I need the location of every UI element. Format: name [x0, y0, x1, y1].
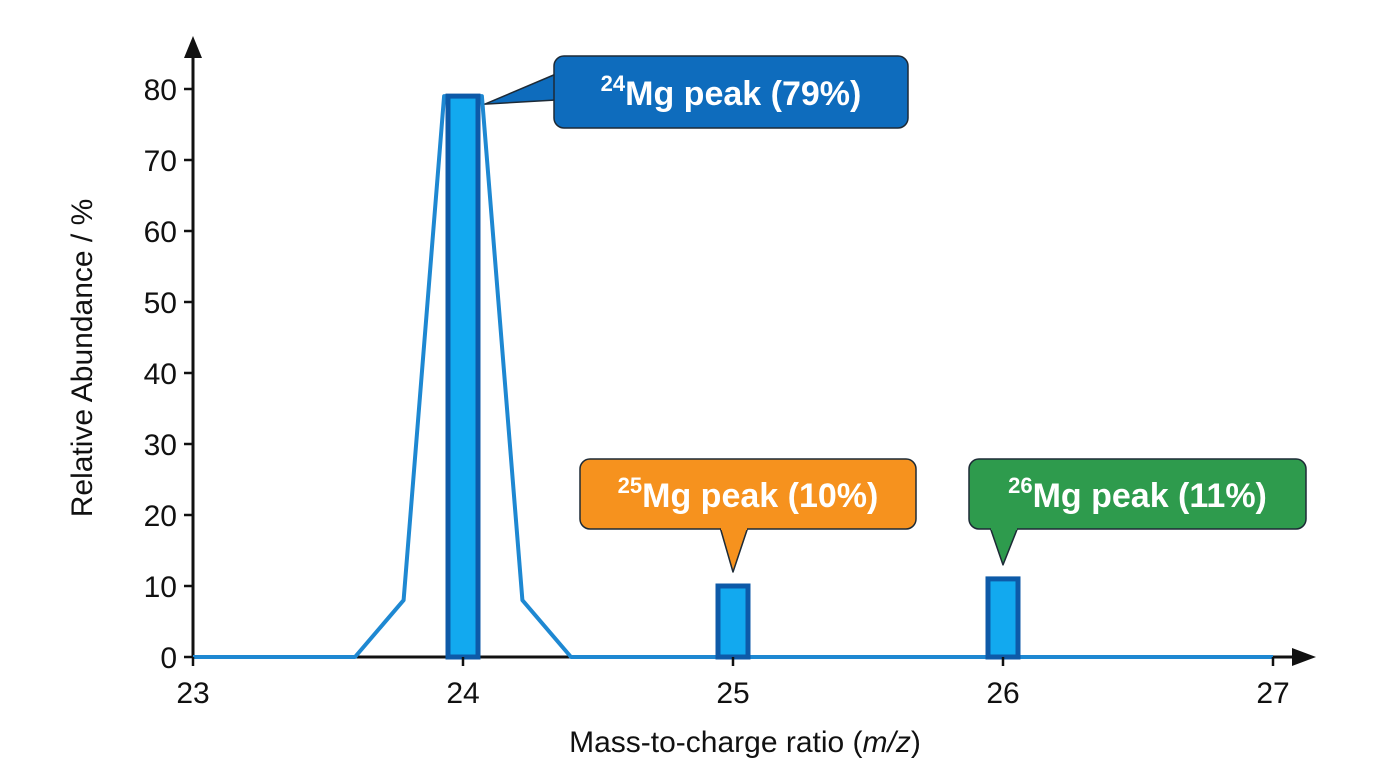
- y-tick-label: 70: [144, 145, 177, 178]
- y-tick-label: 10: [144, 571, 177, 604]
- y-tick-label: 60: [144, 216, 177, 249]
- x-axis-title: Mass-to-charge ratio (m/z): [569, 726, 921, 759]
- callout-pointer: [719, 526, 749, 573]
- trace-layer: [193, 94, 1273, 659]
- bar-mz-25: [715, 583, 751, 660]
- callout-label: 25Mg peak (10%): [618, 473, 879, 515]
- callout-label: 26Mg peak (11%): [1008, 473, 1267, 515]
- callout-pointer: [484, 73, 557, 105]
- callout-26mg: 26Mg peak (11%): [968, 458, 1307, 566]
- y-tick-label: 40: [144, 358, 177, 391]
- callout-text: Mg peak (10%): [642, 477, 878, 515]
- x-axis-title-italic: m/z: [863, 726, 911, 759]
- x-axis-arrow: [1292, 648, 1316, 666]
- bar-mz-26: [985, 576, 1021, 660]
- x-tick-label: 23: [176, 677, 209, 710]
- x-tick-label: 27: [1256, 677, 1289, 710]
- callout-text: Mg peak (79%): [625, 75, 861, 113]
- spectrum-trace: [193, 94, 1273, 659]
- callout-25mg: 25Mg peak (10%): [579, 458, 917, 573]
- callout-pointer: [989, 526, 1019, 566]
- callout-seam: [721, 525, 747, 530]
- ticks: 0 10 20 30 40 50 60 70 80 23 24 25 26 27: [144, 74, 1290, 710]
- callout-box: [579, 458, 917, 530]
- bars: [445, 93, 1021, 660]
- y-axis-title: Relative Abundance / %: [66, 199, 99, 518]
- callouts: 24Mg peak (79%)25Mg peak (10%) 26Mg peak …: [484, 55, 1307, 573]
- x-tick-label: 24: [446, 677, 479, 710]
- callout-seam: [555, 72, 559, 102]
- callout-box: [968, 458, 1307, 530]
- bar-mz-24: [445, 93, 481, 660]
- callout-isotope: 25: [618, 473, 642, 498]
- y-tick-label: 0: [160, 642, 177, 675]
- y-tick-label: 80: [144, 74, 177, 107]
- y-tick-label: 50: [144, 287, 177, 320]
- x-axis-title-suffix: ): [911, 726, 921, 759]
- y-axis-arrow: [184, 36, 202, 58]
- callout-isotope: 26: [1008, 473, 1032, 498]
- x-tick-label: 26: [986, 677, 1019, 710]
- callout-24mg: 24Mg peak (79%): [484, 55, 909, 129]
- x-axis-title-prefix: Mass-to-charge ratio (: [569, 726, 862, 759]
- y-tick-label: 30: [144, 429, 177, 462]
- callout-box: [553, 55, 909, 129]
- callout-text: Mg peak (11%): [1033, 477, 1267, 515]
- callout-isotope: 24: [601, 71, 626, 96]
- callout-label: 24Mg peak (79%): [601, 71, 862, 113]
- y-tick-label: 20: [144, 500, 177, 533]
- x-tick-label: 25: [716, 677, 749, 710]
- axes: [184, 36, 1316, 666]
- callout-seam: [991, 525, 1017, 530]
